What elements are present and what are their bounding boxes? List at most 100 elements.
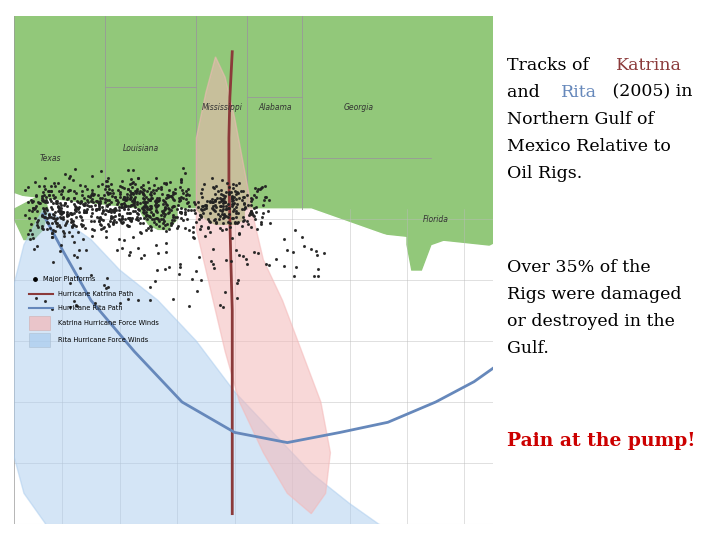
Point — [148, 210, 159, 219]
Point — [81, 245, 92, 254]
Point — [109, 212, 121, 221]
Point — [62, 217, 73, 225]
Point — [202, 215, 214, 224]
Point — [62, 211, 73, 219]
Point — [67, 217, 78, 226]
Point — [48, 199, 59, 207]
Point — [251, 186, 263, 195]
Point — [215, 212, 226, 221]
Point — [66, 215, 77, 224]
Point — [180, 187, 192, 195]
Point — [91, 196, 102, 205]
Point — [219, 198, 230, 206]
Point — [51, 198, 63, 207]
Point — [48, 258, 59, 266]
Point — [240, 254, 252, 263]
Point — [121, 195, 132, 204]
Point — [210, 218, 222, 227]
Point — [24, 235, 35, 244]
Point — [132, 173, 144, 182]
Point — [228, 199, 239, 208]
Point — [39, 173, 50, 182]
Point — [47, 305, 58, 313]
Point — [125, 174, 137, 183]
Point — [168, 215, 180, 224]
Point — [75, 212, 86, 221]
Point — [196, 192, 207, 201]
Point — [41, 225, 53, 233]
Point — [131, 200, 143, 208]
Point — [120, 215, 131, 224]
Point — [145, 191, 157, 199]
Point — [117, 244, 128, 252]
Point — [115, 202, 127, 211]
Point — [236, 204, 248, 213]
Point — [31, 242, 42, 251]
Point — [203, 217, 215, 226]
Point — [159, 197, 171, 206]
Point — [150, 202, 161, 211]
Point — [78, 201, 89, 210]
Point — [76, 221, 88, 230]
Point — [75, 212, 86, 220]
Point — [33, 181, 45, 190]
Point — [37, 194, 48, 202]
Point — [116, 212, 127, 220]
Point — [194, 211, 205, 220]
Point — [102, 201, 113, 210]
Point — [197, 202, 209, 211]
Point — [250, 202, 261, 211]
Point — [184, 201, 195, 210]
Point — [232, 189, 243, 198]
Point — [127, 183, 138, 192]
Point — [55, 199, 66, 207]
Point — [148, 215, 160, 224]
Point — [138, 214, 149, 222]
Point — [40, 195, 52, 204]
Point — [171, 204, 183, 213]
Point — [207, 204, 218, 212]
Point — [101, 196, 112, 205]
Point — [65, 172, 76, 180]
Point — [225, 187, 237, 196]
Point — [145, 193, 156, 202]
Point — [179, 224, 191, 232]
Point — [238, 251, 249, 260]
Point — [133, 189, 145, 198]
Point — [145, 188, 156, 197]
Point — [103, 189, 114, 198]
Point — [105, 214, 117, 222]
Point — [229, 193, 240, 202]
Point — [70, 202, 81, 211]
Point — [30, 202, 41, 211]
Point — [233, 194, 245, 202]
Point — [312, 272, 324, 280]
Point — [121, 190, 132, 198]
Point — [124, 248, 135, 256]
Point — [118, 193, 130, 202]
Point — [248, 212, 260, 220]
Point — [134, 227, 145, 236]
Point — [128, 199, 140, 207]
Point — [146, 214, 158, 223]
Point — [19, 186, 31, 194]
Point — [130, 192, 141, 201]
Point — [168, 295, 179, 303]
Point — [142, 178, 153, 187]
Point — [199, 200, 211, 209]
Point — [117, 177, 128, 186]
Point — [153, 221, 165, 230]
Point — [52, 213, 63, 222]
Point — [226, 200, 238, 208]
Point — [246, 223, 257, 232]
Point — [107, 186, 118, 195]
Point — [45, 194, 56, 203]
Point — [183, 226, 194, 235]
Point — [48, 211, 60, 219]
Point — [172, 201, 184, 210]
Point — [223, 210, 235, 218]
Point — [248, 191, 260, 199]
Point — [91, 213, 103, 222]
Point — [153, 193, 165, 202]
Point — [116, 214, 127, 223]
